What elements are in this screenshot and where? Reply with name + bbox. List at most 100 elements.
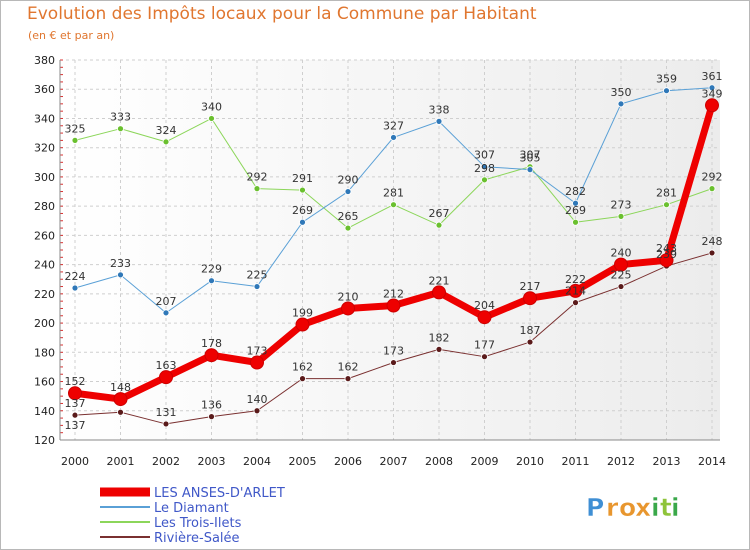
data-label: 140 [247,393,268,406]
x-tick-label: 2000 [61,455,89,468]
data-point-les-anses-d-arlet [659,253,674,268]
data-label: 187 [520,324,541,337]
data-label: 221 [429,274,450,287]
data-label: 243 [656,242,677,255]
data-point-le-diamant [344,188,352,195]
data-label: 212 [383,288,404,301]
legend-label: LES ANSES-D'ARLET [154,486,285,501]
data-label: 292 [247,171,268,184]
data-label: 338 [429,103,450,116]
data-point-le-diamant [390,134,397,141]
data-label: 267 [429,207,450,220]
data-point-les-anses-d-arlet [523,291,537,306]
data-label: 210 [338,290,359,303]
data-point-les-trois-ilets [572,218,579,226]
logo-letter: i [651,493,660,522]
data-point-les-anses-d-arlet [341,301,355,316]
data-point-les-anses-d-arlet [386,298,401,313]
data-label: 214 [565,285,586,298]
y-tick-label: 120 [34,434,55,447]
x-tick-label: 2003 [198,455,226,468]
data-point-le-diamant [617,100,625,108]
data-point-rivi-re-sal-e [71,411,79,419]
data-label: 340 [201,100,222,113]
y-tick-label: 360 [34,83,55,96]
data-point-rivi-re-sal-e [162,420,170,428]
data-label: 173 [383,345,404,358]
data-label: 137 [65,419,86,432]
data-point-le-diamant [526,166,534,174]
chart-subtitle: (en € et par an) [28,29,115,42]
legend-label: Les Trois-Ilets [154,516,242,531]
data-label: 217 [520,280,541,293]
data-point-les-anses-d-arlet [250,355,264,370]
data-point-rivi-re-sal-e [572,299,579,307]
x-tick-label: 2007 [380,455,408,468]
data-point-rivi-re-sal-e [481,353,488,361]
data-point-les-anses-d-arlet [432,285,446,300]
data-label: 163 [156,359,177,372]
y-tick-label: 340 [34,112,55,125]
x-tick-label: 2013 [653,455,681,468]
data-point-rivi-re-sal-e [117,408,124,416]
data-label: 199 [292,307,313,320]
data-point-le-diamant [572,199,579,207]
data-label: 291 [292,172,313,185]
data-point-les-trois-ilets [299,186,306,194]
data-label: 204 [474,299,495,312]
data-label: 324 [156,124,177,137]
y-tick-label: 220 [34,288,55,301]
data-label: 173 [247,345,268,358]
data-point-les-trois-ilets [162,138,170,146]
data-label: 177 [474,339,495,352]
data-label: 240 [611,247,632,260]
data-point-le-diamant [208,277,215,285]
data-label: 333 [110,111,131,124]
data-label: 281 [656,187,677,200]
data-point-le-diamant [299,218,306,226]
x-tick-label: 2002 [152,455,180,468]
y-tick-label: 240 [34,259,55,272]
x-tick-label: 2001 [107,455,135,468]
chart-title: Evolution des Impôts locaux pour la Comm… [27,4,537,24]
data-label: 137 [65,397,86,410]
data-point-le-diamant [71,284,79,292]
x-tick-label: 2006 [334,455,362,468]
data-point-rivi-re-sal-e [617,283,625,290]
data-label: 162 [292,361,313,374]
logo-letter: r [606,493,619,522]
data-point-les-trois-ilets [253,185,261,193]
data-point-rivi-re-sal-e [708,249,716,257]
x-tick-label: 2014 [698,455,726,468]
data-point-les-trois-ilets [481,176,488,184]
y-tick-label: 280 [34,200,55,213]
y-tick-label: 180 [34,346,55,359]
data-label: 273 [611,198,632,211]
x-tick-label: 2008 [425,455,453,468]
data-label: 298 [474,162,495,175]
data-label: 239 [656,248,677,261]
data-point-les-anses-d-arlet [568,283,583,298]
data-label: 361 [702,70,723,83]
data-point-rivi-re-sal-e [299,375,306,383]
data-label: 281 [383,187,404,200]
data-label: 136 [201,399,222,412]
data-point-le-diamant [708,84,716,92]
y-tick-label: 320 [34,142,55,155]
y-tick-label: 300 [34,171,55,184]
data-label: 178 [201,337,222,350]
legend-label: Le Diamant [154,501,229,516]
data-point-les-trois-ilets [617,212,625,220]
data-point-le-diamant [253,283,261,290]
data-point-les-anses-d-arlet [614,257,628,272]
data-point-rivi-re-sal-e [435,345,443,353]
data-label: 225 [247,269,268,282]
x-tick-label: 2011 [562,455,590,468]
data-label: 292 [702,171,723,184]
data-label: 131 [156,406,177,419]
legend-label: Rivière-Salée [154,531,240,546]
data-label: 307 [474,149,495,162]
data-point-rivi-re-sal-e [208,413,215,421]
data-point-les-anses-d-arlet [295,317,310,332]
